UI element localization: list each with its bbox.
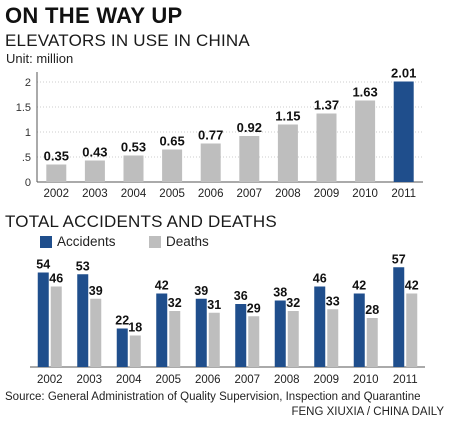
chart2-value-label-accidents: 22 <box>115 314 129 328</box>
chart2-bar-deaths <box>90 298 102 367</box>
chart2-value-label-accidents: 57 <box>392 252 406 266</box>
chart2-value-label-accidents: 42 <box>155 279 169 293</box>
chart2-value-label-deaths: 18 <box>128 321 142 335</box>
chart1-value-label: 1.15 <box>275 109 300 124</box>
chart1-x-tick-label: 2007 <box>237 188 263 200</box>
chart1-value-label: 0.53 <box>121 140 146 155</box>
chart2-x-tick-label: 2005 <box>155 374 181 386</box>
legend-accidents-label: Accidents <box>57 234 116 249</box>
legend-deaths-swatch <box>149 235 161 248</box>
chart2-value-label-accidents: 46 <box>313 272 327 286</box>
chart1-x-tick-label: 2004 <box>121 188 147 200</box>
chart2-bar-accidents <box>156 293 168 367</box>
headline: ON THE WAY UP <box>5 3 183 28</box>
chart2-x-tick-label: 2007 <box>234 374 260 386</box>
chart2-bar-accidents <box>195 298 207 367</box>
chart1-bar <box>277 124 298 182</box>
legend-deaths: Deaths <box>149 234 209 249</box>
chart2-x-tick-label: 2008 <box>274 374 300 386</box>
chart1-value-label: 0.65 <box>159 134 184 149</box>
chart1-x-tick-label: 2009 <box>314 188 340 200</box>
chart2-bar-deaths <box>169 311 181 367</box>
chart1-value-label: 0.35 <box>44 149 69 164</box>
chart1-y-tick-label: 1 <box>25 127 31 139</box>
chart1-y-tick-label: 0 <box>25 177 31 189</box>
chart2-bar-accidents <box>274 300 286 367</box>
chart2-bar-accidents <box>37 272 49 367</box>
chart1-x-tick-label: 2005 <box>159 188 185 200</box>
chart2-bar-accidents <box>116 328 128 367</box>
chart1-bar <box>239 136 260 182</box>
chart2-value-label-deaths: 32 <box>286 296 300 310</box>
chart1-x-tick-label: 2002 <box>44 188 70 200</box>
chart2-value-label-accidents: 54 <box>36 258 50 272</box>
chart2-x-tick-label: 2006 <box>195 374 221 386</box>
chart2-value-label-deaths: 46 <box>49 272 63 286</box>
legend-accidents-swatch <box>40 235 52 248</box>
chart1-bar <box>200 143 221 182</box>
chart2-x-tick-label: 2004 <box>116 374 142 386</box>
chart2-value-label-accidents: 42 <box>352 279 366 293</box>
chart2-value-label-deaths: 42 <box>405 279 419 293</box>
chart2-value-label-deaths: 33 <box>326 294 340 308</box>
chart1-value-label: 2.01 <box>391 66 416 81</box>
chart2-bar-deaths <box>287 311 299 367</box>
chart1-bar <box>316 113 337 182</box>
chart2-x-tick-label: 2009 <box>313 374 339 386</box>
chart2-bar-accidents <box>235 304 247 367</box>
chart1-value-label: 0.77 <box>198 128 223 143</box>
chart2-x-tick-label: 2011 <box>393 374 418 386</box>
chart2-x-tick-label: 2002 <box>37 374 63 386</box>
chart2-title: TOTAL ACCIDENTS AND DEATHS <box>5 212 277 231</box>
chart1-bar <box>46 164 67 182</box>
chart2-x-tick-label: 2003 <box>76 374 102 386</box>
chart1-bar <box>162 149 183 182</box>
chart1-y-tick-label: 1.5 <box>16 102 31 114</box>
chart1-bar <box>123 155 144 182</box>
chart1-y-tick-label: 2 <box>25 77 31 89</box>
chart2-x-tick-label: 2010 <box>353 374 379 386</box>
chart2-bar-deaths <box>50 286 62 367</box>
chart2-bar-deaths <box>129 335 141 367</box>
chart2-bar-deaths <box>406 293 418 367</box>
chart2-bar-accidents <box>314 286 326 367</box>
chart1-value-label: 1.63 <box>352 85 377 100</box>
chart2-value-label-accidents: 39 <box>194 284 208 298</box>
chart1-x-tick-label: 2010 <box>352 188 378 200</box>
chart1-x-tick-label: 2011 <box>391 188 416 200</box>
chart2-bar-deaths <box>366 318 378 367</box>
source-note: Source: General Administration of Qualit… <box>5 391 421 403</box>
chart1-bar <box>355 100 376 182</box>
chart1-bar <box>393 81 414 182</box>
chart2-value-label-deaths: 39 <box>89 284 103 298</box>
chart1-value-label: 1.37 <box>314 98 339 113</box>
chart2-bar-deaths <box>248 316 260 367</box>
chart2-value-label-deaths: 29 <box>247 301 261 315</box>
chart2-bar-accidents <box>353 293 365 367</box>
chart1-y-tick-label: .5 <box>22 152 31 164</box>
legend-deaths-label: Deaths <box>166 234 209 249</box>
chart2-value-label-accidents: 38 <box>273 286 287 300</box>
credit-line: FENG XIUXIA / CHINA DAILY <box>291 406 444 418</box>
chart2-value-label-accidents: 53 <box>76 259 90 273</box>
chart1-title: ELEVATORS IN USE IN CHINA <box>5 31 250 50</box>
chart2-bar-deaths <box>208 312 220 367</box>
chart1-x-tick-label: 2003 <box>82 188 108 200</box>
chart1-x-tick-label: 2008 <box>275 188 301 200</box>
chart2-bar-accidents <box>393 267 405 367</box>
chart2-bar-deaths <box>327 309 339 367</box>
chart1-unit-label: Unit: million <box>6 51 74 66</box>
legend-accidents: Accidents <box>40 234 116 249</box>
chart1-bar <box>84 160 105 182</box>
chart1-x-tick-label: 2006 <box>198 188 224 200</box>
chart1-value-label: 0.43 <box>82 145 107 160</box>
chart2-value-label-deaths: 31 <box>207 298 221 312</box>
chart2-bar-accidents <box>77 274 89 367</box>
chart2-value-label-accidents: 36 <box>234 289 248 303</box>
chart1-value-label: 0.92 <box>237 120 262 135</box>
chart2-value-label-deaths: 28 <box>365 303 379 317</box>
chart2-value-label-deaths: 32 <box>168 296 182 310</box>
